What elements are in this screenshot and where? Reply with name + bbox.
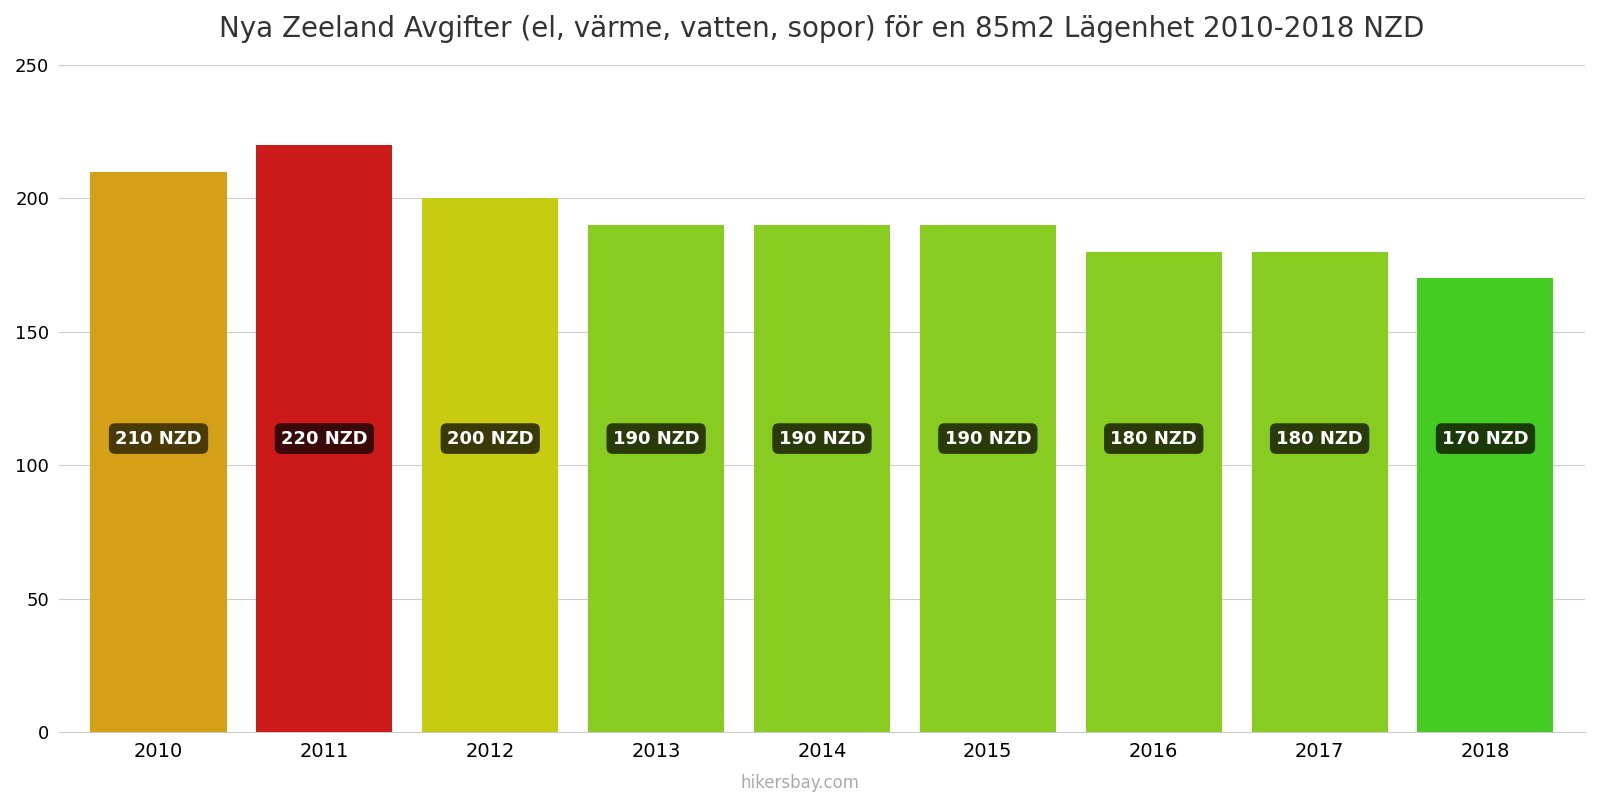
- Text: 190 NZD: 190 NZD: [779, 430, 866, 447]
- Text: 180 NZD: 180 NZD: [1277, 430, 1363, 447]
- Text: 200 NZD: 200 NZD: [446, 430, 533, 447]
- Bar: [91, 171, 227, 732]
- Bar: [1418, 278, 1554, 732]
- Title: Nya Zeeland Avgifter (el, värme, vatten, sopor) för en 85m2 Lägenhet 2010-2018 N: Nya Zeeland Avgifter (el, värme, vatten,…: [219, 15, 1424, 43]
- Bar: [256, 145, 392, 732]
- Bar: [920, 225, 1056, 732]
- Bar: [754, 225, 890, 732]
- Text: hikersbay.com: hikersbay.com: [741, 774, 859, 792]
- Text: 190 NZD: 190 NZD: [613, 430, 699, 447]
- Bar: [1251, 252, 1387, 732]
- Bar: [1086, 252, 1222, 732]
- Text: 220 NZD: 220 NZD: [282, 430, 368, 447]
- Text: 210 NZD: 210 NZD: [115, 430, 202, 447]
- Bar: [422, 198, 558, 732]
- Text: 190 NZD: 190 NZD: [944, 430, 1030, 447]
- Bar: [589, 225, 725, 732]
- Text: 180 NZD: 180 NZD: [1110, 430, 1197, 447]
- Text: 170 NZD: 170 NZD: [1442, 430, 1528, 447]
